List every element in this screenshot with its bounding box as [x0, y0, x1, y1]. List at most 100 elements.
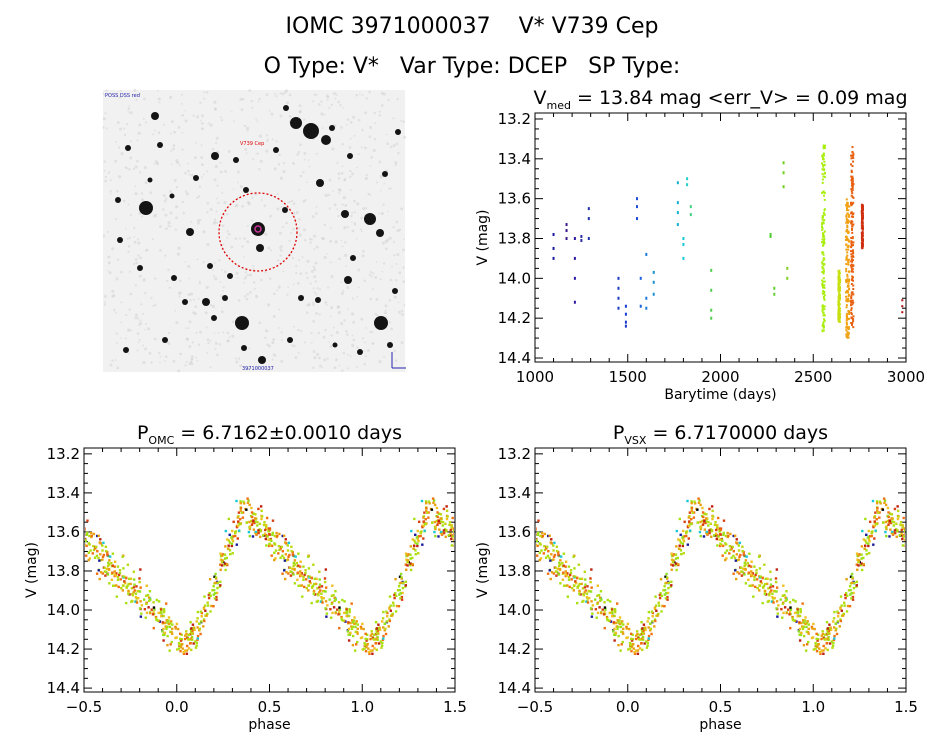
finder-noise	[212, 221, 216, 225]
data-point	[855, 563, 859, 566]
data-point	[251, 521, 255, 524]
finder-noise	[204, 311, 208, 315]
finder-noise	[138, 93, 141, 95]
finder-noise	[364, 111, 367, 115]
data-point	[536, 554, 539, 557]
data-point	[195, 641, 198, 645]
data-point	[250, 506, 253, 510]
finder-noise	[144, 347, 148, 351]
data-point	[851, 299, 854, 302]
finder-noise	[330, 275, 334, 279]
finder-noise	[357, 118, 361, 122]
data-point	[445, 650, 447, 652]
data-point	[265, 516, 269, 520]
data-point	[850, 263, 853, 266]
data-point	[248, 503, 251, 507]
data-point	[902, 535, 905, 538]
finder-noise	[104, 294, 107, 298]
data-point	[832, 617, 836, 620]
finder-noise	[317, 103, 321, 106]
data-point	[774, 577, 778, 580]
data-point	[286, 558, 290, 561]
data-point	[832, 641, 835, 645]
data-point	[795, 620, 798, 623]
data-point	[805, 630, 809, 634]
data-point	[667, 581, 671, 585]
data-point	[850, 242, 853, 245]
finder-noise	[128, 245, 131, 248]
data-point	[80, 544, 82, 546]
finder-noise	[218, 343, 222, 346]
finder-noise	[174, 309, 176, 312]
data-point	[829, 628, 833, 632]
data-point	[783, 593, 786, 597]
finder-noise	[315, 212, 318, 215]
data-point	[791, 618, 795, 622]
data-point	[711, 515, 715, 518]
data-point	[671, 564, 675, 567]
data-point	[558, 567, 562, 571]
data-point	[214, 581, 217, 585]
data-point	[355, 631, 359, 634]
finder-noise	[323, 358, 327, 362]
finder-noise	[341, 245, 344, 248]
finder-noise	[214, 277, 218, 281]
data-point	[25, 605, 27, 607]
data-point	[764, 593, 768, 596]
data-point	[449, 528, 452, 532]
data-point	[652, 280, 655, 284]
data-point	[825, 633, 829, 636]
data-point	[850, 283, 853, 286]
data-point	[719, 528, 723, 531]
data-point	[779, 598, 782, 601]
data-point	[459, 629, 461, 631]
data-point	[638, 647, 642, 650]
data-point	[557, 553, 560, 556]
finder-noise	[379, 278, 382, 281]
data-point	[11, 637, 13, 639]
data-point	[750, 560, 753, 563]
finder-noise	[127, 111, 130, 113]
data-point	[608, 611, 611, 615]
data-point	[884, 530, 887, 534]
data-point	[318, 570, 321, 573]
data-point	[834, 622, 838, 626]
finder-noise	[282, 270, 285, 273]
data-point	[310, 576, 313, 580]
finder-noise	[116, 342, 118, 344]
finder-noise	[199, 101, 202, 105]
data-point	[531, 544, 533, 546]
data-point	[663, 585, 666, 588]
finder-noise	[313, 356, 317, 360]
data-point	[458, 627, 460, 629]
data-point	[647, 637, 650, 640]
data-point	[554, 566, 557, 569]
data-point	[526, 515, 528, 517]
data-point	[850, 253, 853, 256]
data-point	[822, 267, 825, 270]
data-point	[864, 517, 867, 521]
finder-noise	[349, 169, 352, 173]
data-point	[206, 601, 209, 604]
finder-noise	[243, 256, 245, 258]
data-point	[762, 584, 766, 588]
data-point	[574, 581, 578, 585]
data-point	[852, 293, 855, 296]
finder-noise	[111, 289, 115, 293]
data-point	[686, 499, 689, 503]
data-point	[850, 211, 853, 214]
finder-noise	[139, 319, 142, 322]
data-point	[847, 215, 850, 218]
data-point	[619, 649, 622, 652]
data-point	[595, 616, 598, 619]
finder-star	[287, 337, 293, 343]
data-point	[775, 600, 779, 603]
finder-noise	[219, 281, 222, 283]
finder-noise	[357, 153, 360, 155]
data-point	[691, 511, 695, 514]
data-point	[671, 554, 675, 557]
data-point	[807, 640, 810, 644]
data-point	[170, 631, 173, 634]
data-point	[420, 499, 424, 503]
data-point	[516, 520, 518, 522]
